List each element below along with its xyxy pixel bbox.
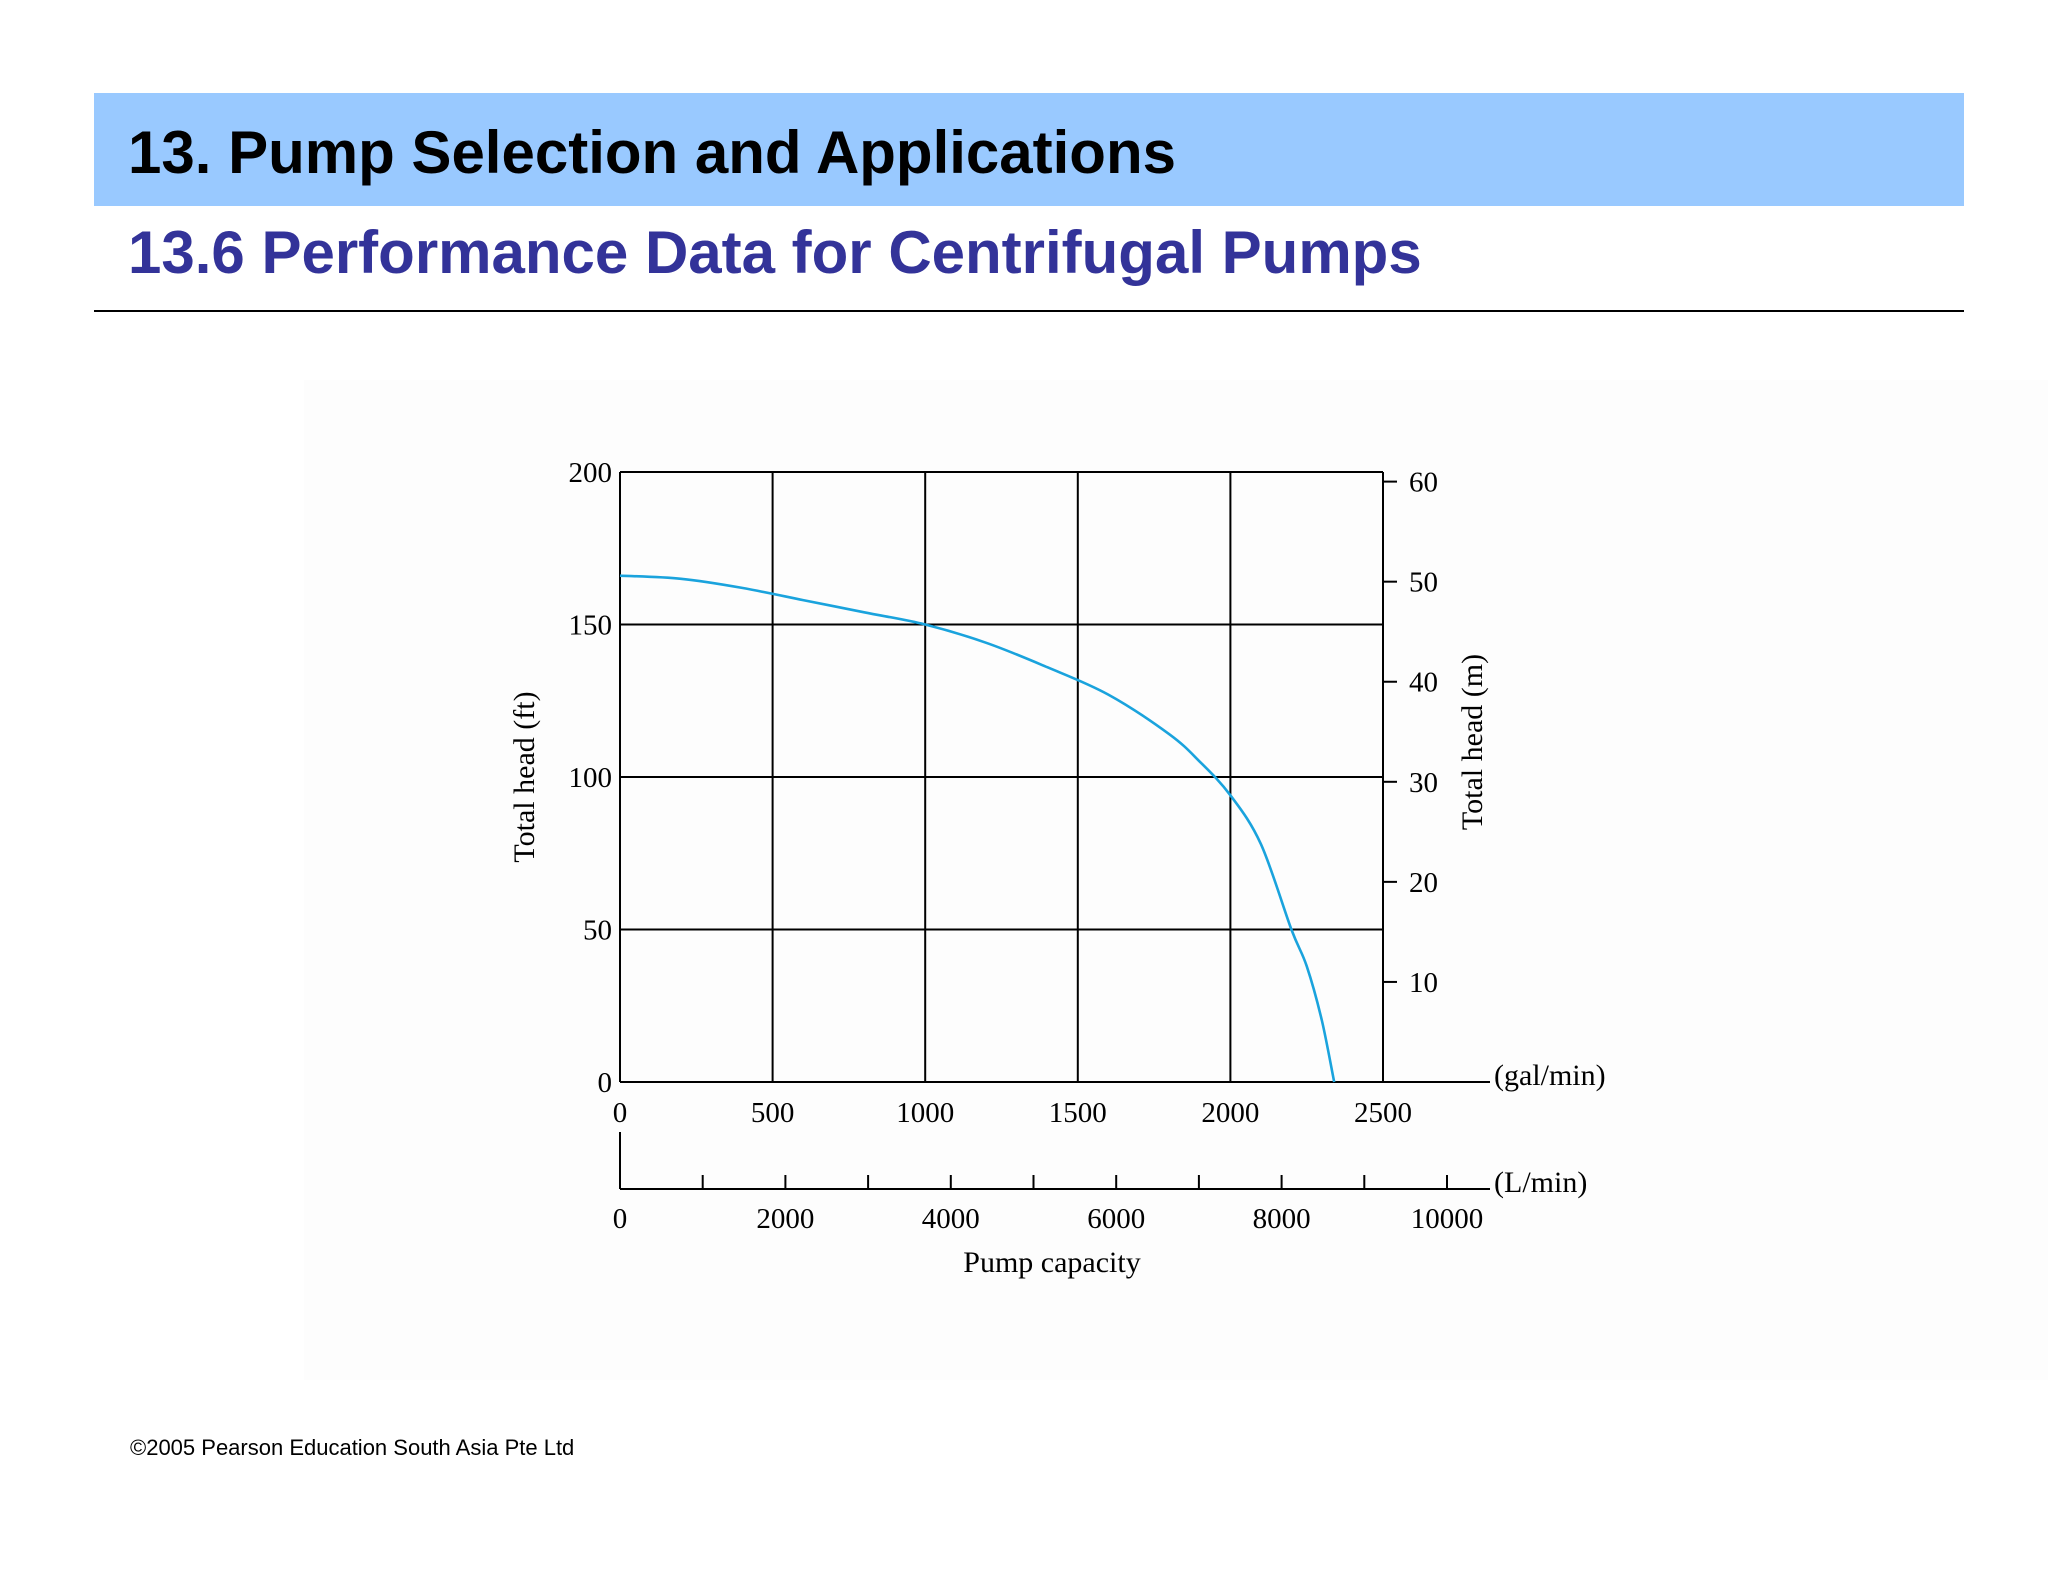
x-tick-label-500: 500 bbox=[751, 1097, 795, 1129]
right-tick-label-40: 40 bbox=[1409, 667, 1438, 699]
y-tick-label-150: 150 bbox=[569, 610, 613, 642]
x-unit-primary: (gal/min) bbox=[1494, 1059, 1606, 1092]
y-tick-label-50: 50 bbox=[583, 915, 612, 947]
right-tick-label-30: 30 bbox=[1409, 767, 1438, 799]
x-unit-secondary: (L/min) bbox=[1494, 1166, 1587, 1199]
y-tick-label-200: 200 bbox=[569, 457, 613, 489]
curve-layer bbox=[619, 574, 1336, 1083]
y-tick-label-0: 0 bbox=[598, 1067, 613, 1099]
right-tick-label-60: 60 bbox=[1409, 467, 1438, 499]
slide-title: 13. Pump Selection and Applications bbox=[128, 119, 1176, 186]
x-tick-label-2500: 2500 bbox=[1354, 1097, 1412, 1129]
secondary-tick-label-4000: 4000 bbox=[922, 1203, 980, 1235]
secondary-tick-label-10000: 10000 bbox=[1411, 1203, 1484, 1235]
pump-curve bbox=[619, 574, 1336, 1083]
y-tick-label-100: 100 bbox=[569, 762, 613, 794]
right-tick-label-10: 10 bbox=[1409, 967, 1438, 999]
chart-grid bbox=[620, 472, 1383, 1082]
x-tick-label-0: 0 bbox=[613, 1097, 628, 1129]
slide-subtitle: 13.6 Performance Data for Centrifugal Pu… bbox=[128, 219, 1422, 286]
secondary-tick-label-8000: 8000 bbox=[1253, 1203, 1311, 1235]
header-band bbox=[94, 93, 1964, 206]
copyright-footer: ©2005 Pearson Education South Asia Pte L… bbox=[130, 1435, 575, 1460]
right-tick-label-20: 20 bbox=[1409, 867, 1438, 899]
y-axis-label-left: Total head (ft) bbox=[508, 691, 541, 862]
chart-frame bbox=[619, 471, 1490, 1083]
secondary-tick-label-0: 0 bbox=[613, 1203, 628, 1235]
x-tick-label-1000: 1000 bbox=[896, 1097, 954, 1129]
x-tick-label-1500: 1500 bbox=[1049, 1097, 1107, 1129]
right-tick-label-50: 50 bbox=[1409, 567, 1438, 599]
x-tick-label-2000: 2000 bbox=[1201, 1097, 1259, 1129]
figure-background bbox=[304, 380, 2048, 1380]
secondary-tick-label-6000: 6000 bbox=[1087, 1203, 1145, 1235]
title-divider bbox=[94, 310, 1964, 312]
x-axis-label: Pump capacity bbox=[963, 1246, 1140, 1279]
y-axis-label-right: Total head (m) bbox=[1456, 654, 1489, 830]
secondary-tick-label-2000: 2000 bbox=[756, 1203, 814, 1235]
